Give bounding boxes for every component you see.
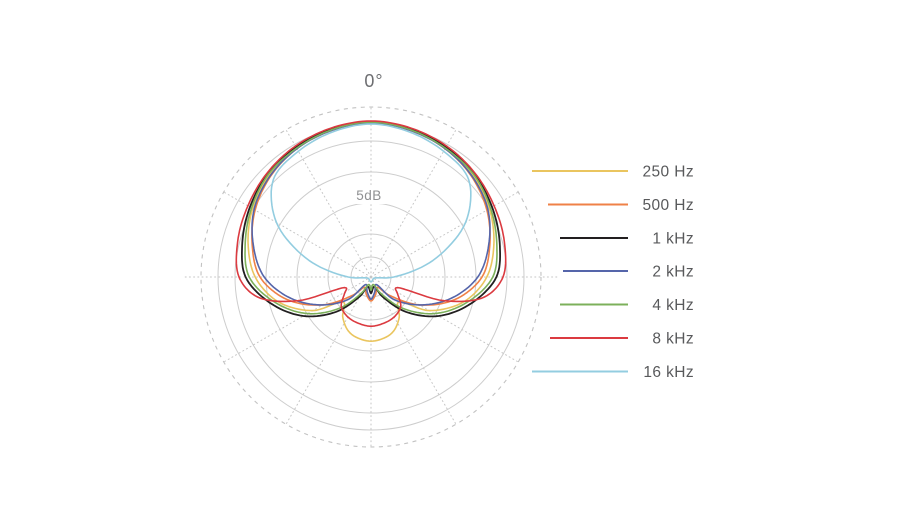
curve-500hz: [251, 121, 491, 306]
legend: 250 Hz 500 Hz 1 kHz 2 kHz 4 kHz 8 kHz 16 kHz: [532, 164, 694, 381]
db-scale-label-group: 5dB: [349, 186, 391, 204]
frequency-response-curves: [235, 120, 507, 342]
curve-1khz: [241, 120, 501, 318]
legend-label-16khz: 16 kHz: [643, 364, 694, 381]
grid-radial-line: [223, 276, 372, 363]
db-label-backdrop: [349, 186, 391, 204]
legend-label-8khz: 8 kHz: [652, 331, 694, 348]
curve-250hz: [247, 121, 495, 342]
legend-label-500hz: 500 Hz: [642, 197, 694, 214]
outer-dashed-ring: [200, 106, 542, 448]
grid-radial-line: [223, 191, 372, 278]
grid-radial-line: [370, 129, 457, 278]
grid-radial-line: [285, 276, 372, 425]
legend-label-1khz: 1 kHz: [652, 231, 694, 248]
polar-grid: [184, 106, 558, 448]
curve-2khz: [251, 122, 491, 306]
zero-degree-axis-label: 0°: [364, 71, 383, 91]
curve-4khz: [244, 121, 498, 315]
db-scale-label: 5dB: [356, 188, 382, 203]
grid-radial-line: [370, 276, 519, 363]
grid-radial-line: [370, 276, 457, 425]
grid-radial-line: [285, 129, 372, 278]
grid-radial-line: [370, 191, 519, 278]
grid-ring: [234, 140, 508, 414]
legend-label-250hz: 250 Hz: [642, 164, 694, 181]
curve-16khz: [270, 123, 472, 283]
curve-8khz: [235, 120, 507, 327]
legend-label-2khz: 2 kHz: [652, 264, 694, 281]
legend-label-4khz: 4 kHz: [652, 297, 694, 314]
